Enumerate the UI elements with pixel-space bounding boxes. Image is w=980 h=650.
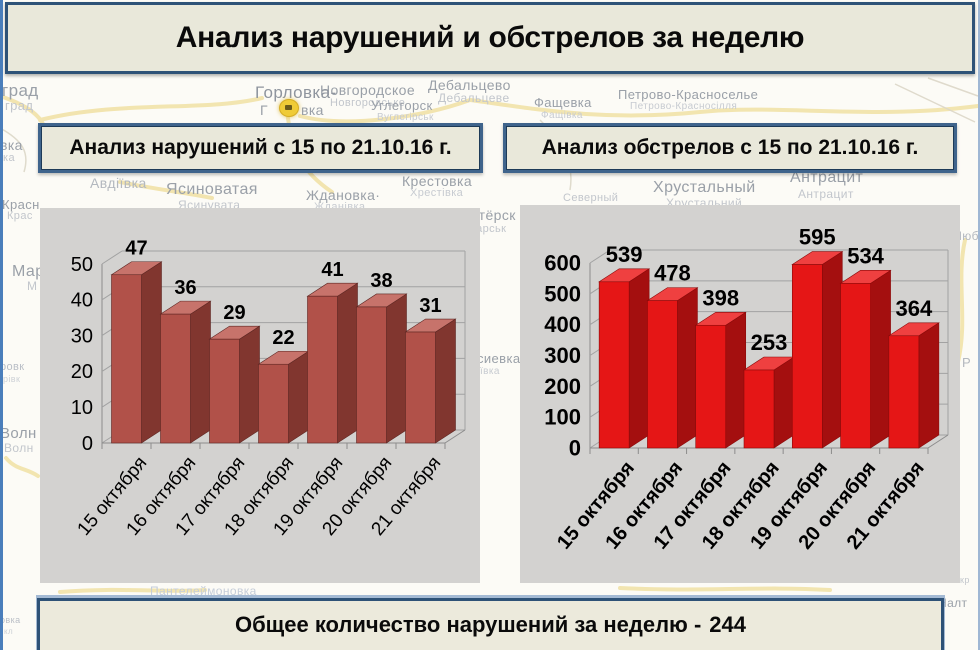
map-label: Петрово-Красносілля	[630, 101, 738, 112]
map-label: ровк	[0, 361, 25, 373]
map-label: Ясиноватая	[166, 181, 258, 198]
map-label: Новгородское	[320, 82, 416, 98]
map-label: Крас	[7, 210, 33, 222]
map-label: Углегорск	[371, 98, 433, 113]
map-label: Вуглегірськ	[377, 112, 434, 123]
map-label: М	[27, 279, 38, 293]
page-title: Анализ нарушений и обстрелов за неделю	[175, 21, 805, 54]
mine-warning-icon	[279, 99, 299, 117]
svg-text:20: 20	[71, 361, 93, 383]
map-label: град	[5, 98, 34, 113]
map-label: Крестовка	[402, 173, 473, 189]
svg-text:0: 0	[569, 435, 581, 460]
shellings-chart-header: Анализ обстрелов с 15 по 21.10.16 г.	[503, 123, 957, 173]
map-label: Пантелеймоновка	[150, 584, 257, 598]
svg-text:29: 29	[223, 302, 245, 324]
svg-text:398: 398	[702, 285, 739, 310]
svg-text:400: 400	[544, 312, 581, 337]
weekly-total-text: Общее количество нарушений за неделю -	[234, 612, 702, 637]
svg-text:10: 10	[71, 397, 93, 419]
svg-text:600: 600	[544, 250, 581, 275]
svg-text:31: 31	[419, 295, 441, 317]
svg-text:478: 478	[654, 261, 691, 286]
map-label: Волн	[0, 425, 37, 442]
weekly-total-value: 244	[709, 612, 747, 637]
svg-text:30: 30	[71, 325, 93, 347]
svg-text:500: 500	[544, 281, 581, 306]
map-label: Северный	[563, 192, 619, 204]
svg-text:41: 41	[321, 259, 343, 281]
map-label: Фащевка	[534, 95, 592, 110]
svg-text:364: 364	[895, 296, 932, 321]
svg-text:36: 36	[174, 277, 196, 299]
map-label: Жданівка	[314, 201, 366, 213]
map-label: Мар	[12, 263, 45, 280]
svg-text:539: 539	[606, 242, 643, 267]
map-label: Новгородське	[330, 97, 406, 109]
map-label: Ждановка·	[306, 187, 381, 203]
map-label: кл	[4, 627, 14, 636]
svg-text:100: 100	[544, 405, 581, 430]
map-label: град	[2, 81, 39, 100]
shellings-chart-panel: 0 100 200 300 400 500 600 539 15 октября 478 16 ок…	[520, 205, 960, 583]
svg-text:47: 47	[125, 238, 147, 260]
map-label: Фащівка	[541, 110, 583, 121]
map-label: Красн	[2, 197, 40, 212]
map-label: вка	[301, 102, 324, 118]
map-label: Налт	[938, 596, 968, 610]
weekly-total-banner: Общее количество нарушений за неделю - 2…	[37, 598, 944, 650]
svg-text:50: 50	[71, 254, 93, 276]
map-label: Антрацит	[798, 187, 854, 201]
map-label: Петрово-Красноселье	[618, 87, 759, 102]
violations-chart-header: Анализ нарушений с 15 по 21.10.16 г.	[38, 123, 483, 173]
map-label: ка	[3, 152, 15, 164]
violations-chart-title: Анализ нарушений с 15 по 21.10.16 г.	[69, 136, 452, 159]
svg-text:22: 22	[272, 327, 294, 349]
map-label: Г	[260, 102, 268, 118]
svg-text:534: 534	[847, 243, 884, 268]
svg-text:38: 38	[370, 270, 392, 292]
map-label: Дебальцеве	[438, 91, 510, 105]
svg-text:253: 253	[751, 330, 788, 355]
map-label: вка	[0, 137, 23, 153]
page-title-banner: Анализ нарушений и обстрелов за неделю	[5, 2, 975, 74]
violations-chart-panel: 0 10 20 30 40 50 47 15 октября 36 16 октября 29 17 …	[40, 208, 480, 583]
map-label: кр	[960, 575, 970, 585]
map-label: Горловка-	[255, 83, 337, 102]
svg-text:40: 40	[71, 290, 93, 312]
map-label: Люб	[954, 229, 979, 243]
svg-text:300: 300	[544, 343, 581, 368]
map-label: Авдіївка	[90, 175, 147, 191]
shellings-chart-title: Анализ обстрелов с 15 по 21.10.16 г.	[541, 136, 919, 159]
map-label: рівк	[3, 374, 21, 384]
map-label: Хрестівка	[410, 187, 464, 199]
map-label: Хрустальный	[653, 179, 756, 196]
map-label: овка	[0, 615, 21, 625]
svg-text:200: 200	[544, 374, 581, 399]
map-label: Волн	[4, 441, 34, 455]
svg-text:595: 595	[799, 225, 836, 250]
map-label: Р	[962, 355, 972, 370]
map-label: Дебальцево	[428, 77, 511, 93]
map-label: Антрацит	[790, 169, 864, 186]
svg-text:0: 0	[82, 433, 93, 455]
